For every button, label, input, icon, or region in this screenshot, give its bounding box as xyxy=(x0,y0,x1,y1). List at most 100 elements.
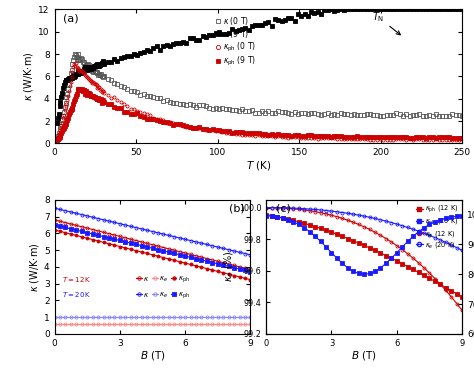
$\kappa_e$ (12 K) xyxy=(280,206,285,210)
$\kappa_\mathrm{ph}$ (12 K) xyxy=(274,214,280,219)
$\kappa_e$ (20 K) xyxy=(394,222,400,226)
$\kappa_\mathrm{ph}$ (12 K) xyxy=(339,234,345,239)
$\kappa_e$ (12 K) xyxy=(378,233,383,238)
$\kappa_\mathrm{ph}$ (20 K) xyxy=(361,272,367,276)
$\kappa_\mathrm{ph}$ (12 K) xyxy=(443,285,449,290)
$\kappa_e$ (12 K) xyxy=(318,210,323,215)
$\kappa_\mathrm{ph}$ (20 K) xyxy=(269,214,274,219)
$\kappa_\mathrm{ph}$ (20 K) xyxy=(264,213,269,218)
Legend: $\kappa$, $\kappa_e$, $\kappa_\mathrm{ph}$: $\kappa$, $\kappa_e$, $\kappa_\mathrm{ph… xyxy=(137,290,190,301)
$\kappa_e$ (12 K) xyxy=(269,206,274,210)
$\kappa_e$ (20 K) xyxy=(448,243,454,247)
$\kappa_e$ (12 K) xyxy=(274,206,280,210)
$\kappa_\mathrm{ph}$ (20 K) xyxy=(421,226,427,230)
$\kappa_e$ (12 K) xyxy=(334,214,340,219)
Text: (c): (c) xyxy=(276,204,291,214)
$\kappa_e$ (20 K) xyxy=(454,245,460,250)
$\kappa_\mathrm{ph}$ (12 K) xyxy=(400,261,405,266)
$\kappa_e$ (12 K) xyxy=(350,220,356,225)
$\kappa_\mathrm{ph}$ (12 K) xyxy=(410,267,416,272)
$\kappa_e$ (20 K) xyxy=(301,207,307,211)
$\kappa_\mathrm{ph}$ (12 K) xyxy=(350,238,356,243)
$\kappa_\mathrm{ph}$ (12 K) xyxy=(394,259,400,263)
$\kappa_e$ (12 K) xyxy=(361,225,367,229)
$\kappa_e$ (12 K) xyxy=(367,227,373,232)
$\kappa_\mathrm{ph}$ (20 K) xyxy=(307,229,312,234)
Y-axis label: $\kappa$ (W/K$\cdot$m): $\kappa$ (W/K$\cdot$m) xyxy=(22,51,36,101)
$\kappa_e$ (20 K) xyxy=(269,206,274,210)
$\kappa_\mathrm{ph}$ (20 K) xyxy=(410,234,416,238)
$\kappa_\mathrm{ph}$ (12 K) xyxy=(307,223,312,227)
$\kappa_\mathrm{ph}$ (12 K) xyxy=(367,246,373,250)
$\kappa_e$ (20 K) xyxy=(312,207,318,212)
$\kappa_\mathrm{ph}$ (20 K) xyxy=(285,217,291,222)
$\kappa_\mathrm{ph}$ (12 K) xyxy=(432,279,438,283)
$\kappa_e$ (12 K) xyxy=(296,207,301,211)
$\kappa_e$ (12 K) xyxy=(285,206,291,211)
$\kappa_e$ (20 K) xyxy=(427,233,432,238)
$\kappa_\mathrm{ph}$ (20 K) xyxy=(274,215,280,219)
$\kappa_e$ (12 K) xyxy=(400,247,405,252)
$\kappa_\mathrm{ph}$ (20 K) xyxy=(301,226,307,230)
$\kappa_e$ (20 K) xyxy=(459,248,465,253)
$\kappa_\mathrm{ph}$ (20 K) xyxy=(296,222,301,227)
$\kappa_e$ (12 K) xyxy=(307,209,312,213)
$\kappa_e$ (12 K) xyxy=(339,216,345,221)
Y-axis label: $\kappa$ (W/K$\cdot$m): $\kappa$ (W/K$\cdot$m) xyxy=(28,242,41,292)
$\kappa_\mathrm{ph}$ (12 K) xyxy=(454,292,460,296)
$\kappa_e$ (20 K) xyxy=(345,211,351,216)
$\kappa_e$ (12 K) xyxy=(372,230,378,235)
$\kappa_\mathrm{ph}$ (20 K) xyxy=(367,271,373,276)
$\kappa_\mathrm{ph}$ (20 K) xyxy=(459,213,465,218)
$\kappa_e$ (20 K) xyxy=(443,240,449,245)
Text: (a): (a) xyxy=(63,13,78,23)
$\kappa_\mathrm{ph}$ (12 K) xyxy=(383,253,389,258)
$\kappa_e$ (12 K) xyxy=(459,308,465,313)
$\kappa_e$ (12 K) xyxy=(356,222,362,227)
$\kappa_e$ (12 K) xyxy=(405,251,410,256)
$\kappa_\mathrm{ph}$ (12 K) xyxy=(372,248,378,253)
$\kappa_e$ (20 K) xyxy=(438,238,443,242)
$\kappa_\mathrm{ph}$ (20 K) xyxy=(394,250,400,255)
$\kappa_\mathrm{ph}$ (20 K) xyxy=(383,261,389,266)
$\kappa_\mathrm{ph}$ (12 K) xyxy=(280,216,285,220)
Text: (b): (b) xyxy=(229,204,245,214)
$\kappa_\mathrm{ph}$ (20 K) xyxy=(323,245,329,249)
$\kappa_\mathrm{ph}$ (12 K) xyxy=(301,221,307,226)
$\kappa_\mathrm{ph}$ (20 K) xyxy=(312,234,318,238)
$\kappa_\mathrm{ph}$ (12 K) xyxy=(405,264,410,269)
$\kappa_e$ (20 K) xyxy=(334,210,340,214)
$\kappa_\mathrm{ph}$ (12 K) xyxy=(334,232,340,236)
$\kappa_e$ (20 K) xyxy=(350,212,356,216)
Line: $\kappa_e$ (20 K): $\kappa_e$ (20 K) xyxy=(264,206,464,252)
$\kappa_e$ (12 K) xyxy=(454,301,460,306)
$\kappa_e$ (20 K) xyxy=(296,206,301,211)
Y-axis label: $\kappa_e$ (%): $\kappa_e$ (%) xyxy=(222,251,236,282)
$\kappa_\mathrm{ph}$ (12 K) xyxy=(416,270,421,275)
$\kappa_e$ (12 K) xyxy=(389,240,394,244)
$\kappa_\mathrm{ph}$ (20 K) xyxy=(448,215,454,219)
$\kappa_\mathrm{ph}$ (20 K) xyxy=(454,214,460,219)
$\kappa_\mathrm{ph}$ (12 K) xyxy=(361,243,367,248)
$\kappa_e$ (20 K) xyxy=(339,210,345,215)
$\kappa_\mathrm{ph}$ (12 K) xyxy=(269,213,274,218)
$\kappa_e$ (12 K) xyxy=(432,276,438,281)
$\kappa_e$ (20 K) xyxy=(264,206,269,210)
$\kappa_e$ (20 K) xyxy=(378,217,383,222)
X-axis label: $T$ (K): $T$ (K) xyxy=(246,159,271,172)
$\kappa_e$ (12 K) xyxy=(438,282,443,286)
$\kappa_e$ (20 K) xyxy=(421,231,427,235)
$\kappa_\mathrm{ph}$ (12 K) xyxy=(378,251,383,255)
$\kappa_\mathrm{ph}$ (12 K) xyxy=(285,217,291,221)
$\kappa_\mathrm{ph}$ (20 K) xyxy=(328,250,334,255)
$\kappa_\mathrm{ph}$ (20 K) xyxy=(334,256,340,260)
$\kappa_e$ (12 K) xyxy=(410,256,416,260)
$\kappa_\mathrm{ph}$ (20 K) xyxy=(280,216,285,220)
$\kappa_e$ (12 K) xyxy=(448,295,454,299)
$\kappa_e$ (12 K) xyxy=(383,236,389,241)
Line: $\kappa_\mathrm{ph}$ (20 K): $\kappa_\mathrm{ph}$ (20 K) xyxy=(264,214,464,276)
$\kappa_\mathrm{ph}$ (20 K) xyxy=(405,239,410,244)
$\kappa_e$ (20 K) xyxy=(291,206,296,210)
$\kappa_e$ (12 K) xyxy=(416,261,421,265)
$\kappa_\mathrm{ph}$ (12 K) xyxy=(421,273,427,278)
